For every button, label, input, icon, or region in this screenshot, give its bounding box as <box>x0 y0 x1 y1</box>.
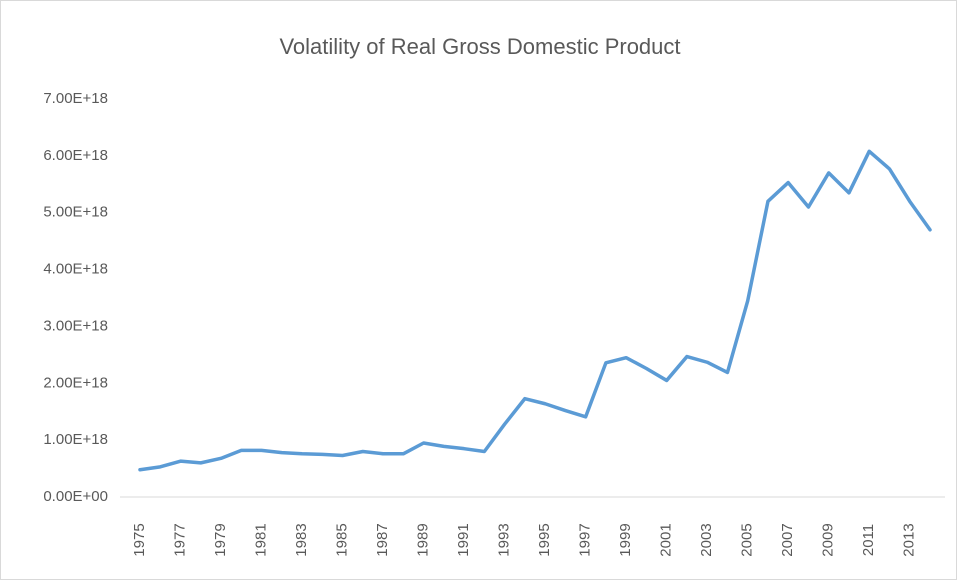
x-tick-label: 1975 <box>131 523 148 556</box>
y-tick-label: 6.00E+18 <box>43 147 108 164</box>
y-tick-label: 5.00E+18 <box>43 204 108 221</box>
x-tick-label: 1999 <box>617 523 634 556</box>
x-tick-label: 1993 <box>496 523 513 556</box>
y-tick-label: 2.00E+18 <box>43 374 108 391</box>
x-tick-label: 2003 <box>698 523 715 556</box>
x-tick-label: 2009 <box>820 523 837 556</box>
x-tick-label: 2005 <box>739 523 756 556</box>
x-tick-label: 1981 <box>253 523 270 556</box>
x-tick-label: 1991 <box>455 523 472 556</box>
x-tick-label: 1985 <box>334 523 351 556</box>
x-tick-label: 2007 <box>779 523 796 556</box>
y-tick-label: 4.00E+18 <box>43 261 108 278</box>
x-tick-label: 2001 <box>658 523 675 556</box>
x-tick-label: 1983 <box>293 523 310 556</box>
y-tick-label: 1.00E+18 <box>43 431 108 448</box>
x-tick-label: 1979 <box>212 523 229 556</box>
y-tick-label: 0.00E+00 <box>43 488 108 505</box>
x-tick-label: 1989 <box>415 523 432 556</box>
x-tick-label: 2013 <box>901 523 918 556</box>
y-tick-label: 7.00E+18 <box>43 90 108 107</box>
x-tick-label: 1995 <box>536 523 553 556</box>
x-tick-label: 1997 <box>577 523 594 556</box>
y-tick-label: 3.00E+18 <box>43 317 108 334</box>
chart-title: Volatility of Real Gross Domestic Produc… <box>279 34 680 59</box>
x-tick-label: 1977 <box>171 523 188 556</box>
data-line <box>138 149 932 472</box>
x-tick-label: 2011 <box>860 524 877 556</box>
x-tick-label: 1987 <box>374 523 391 556</box>
